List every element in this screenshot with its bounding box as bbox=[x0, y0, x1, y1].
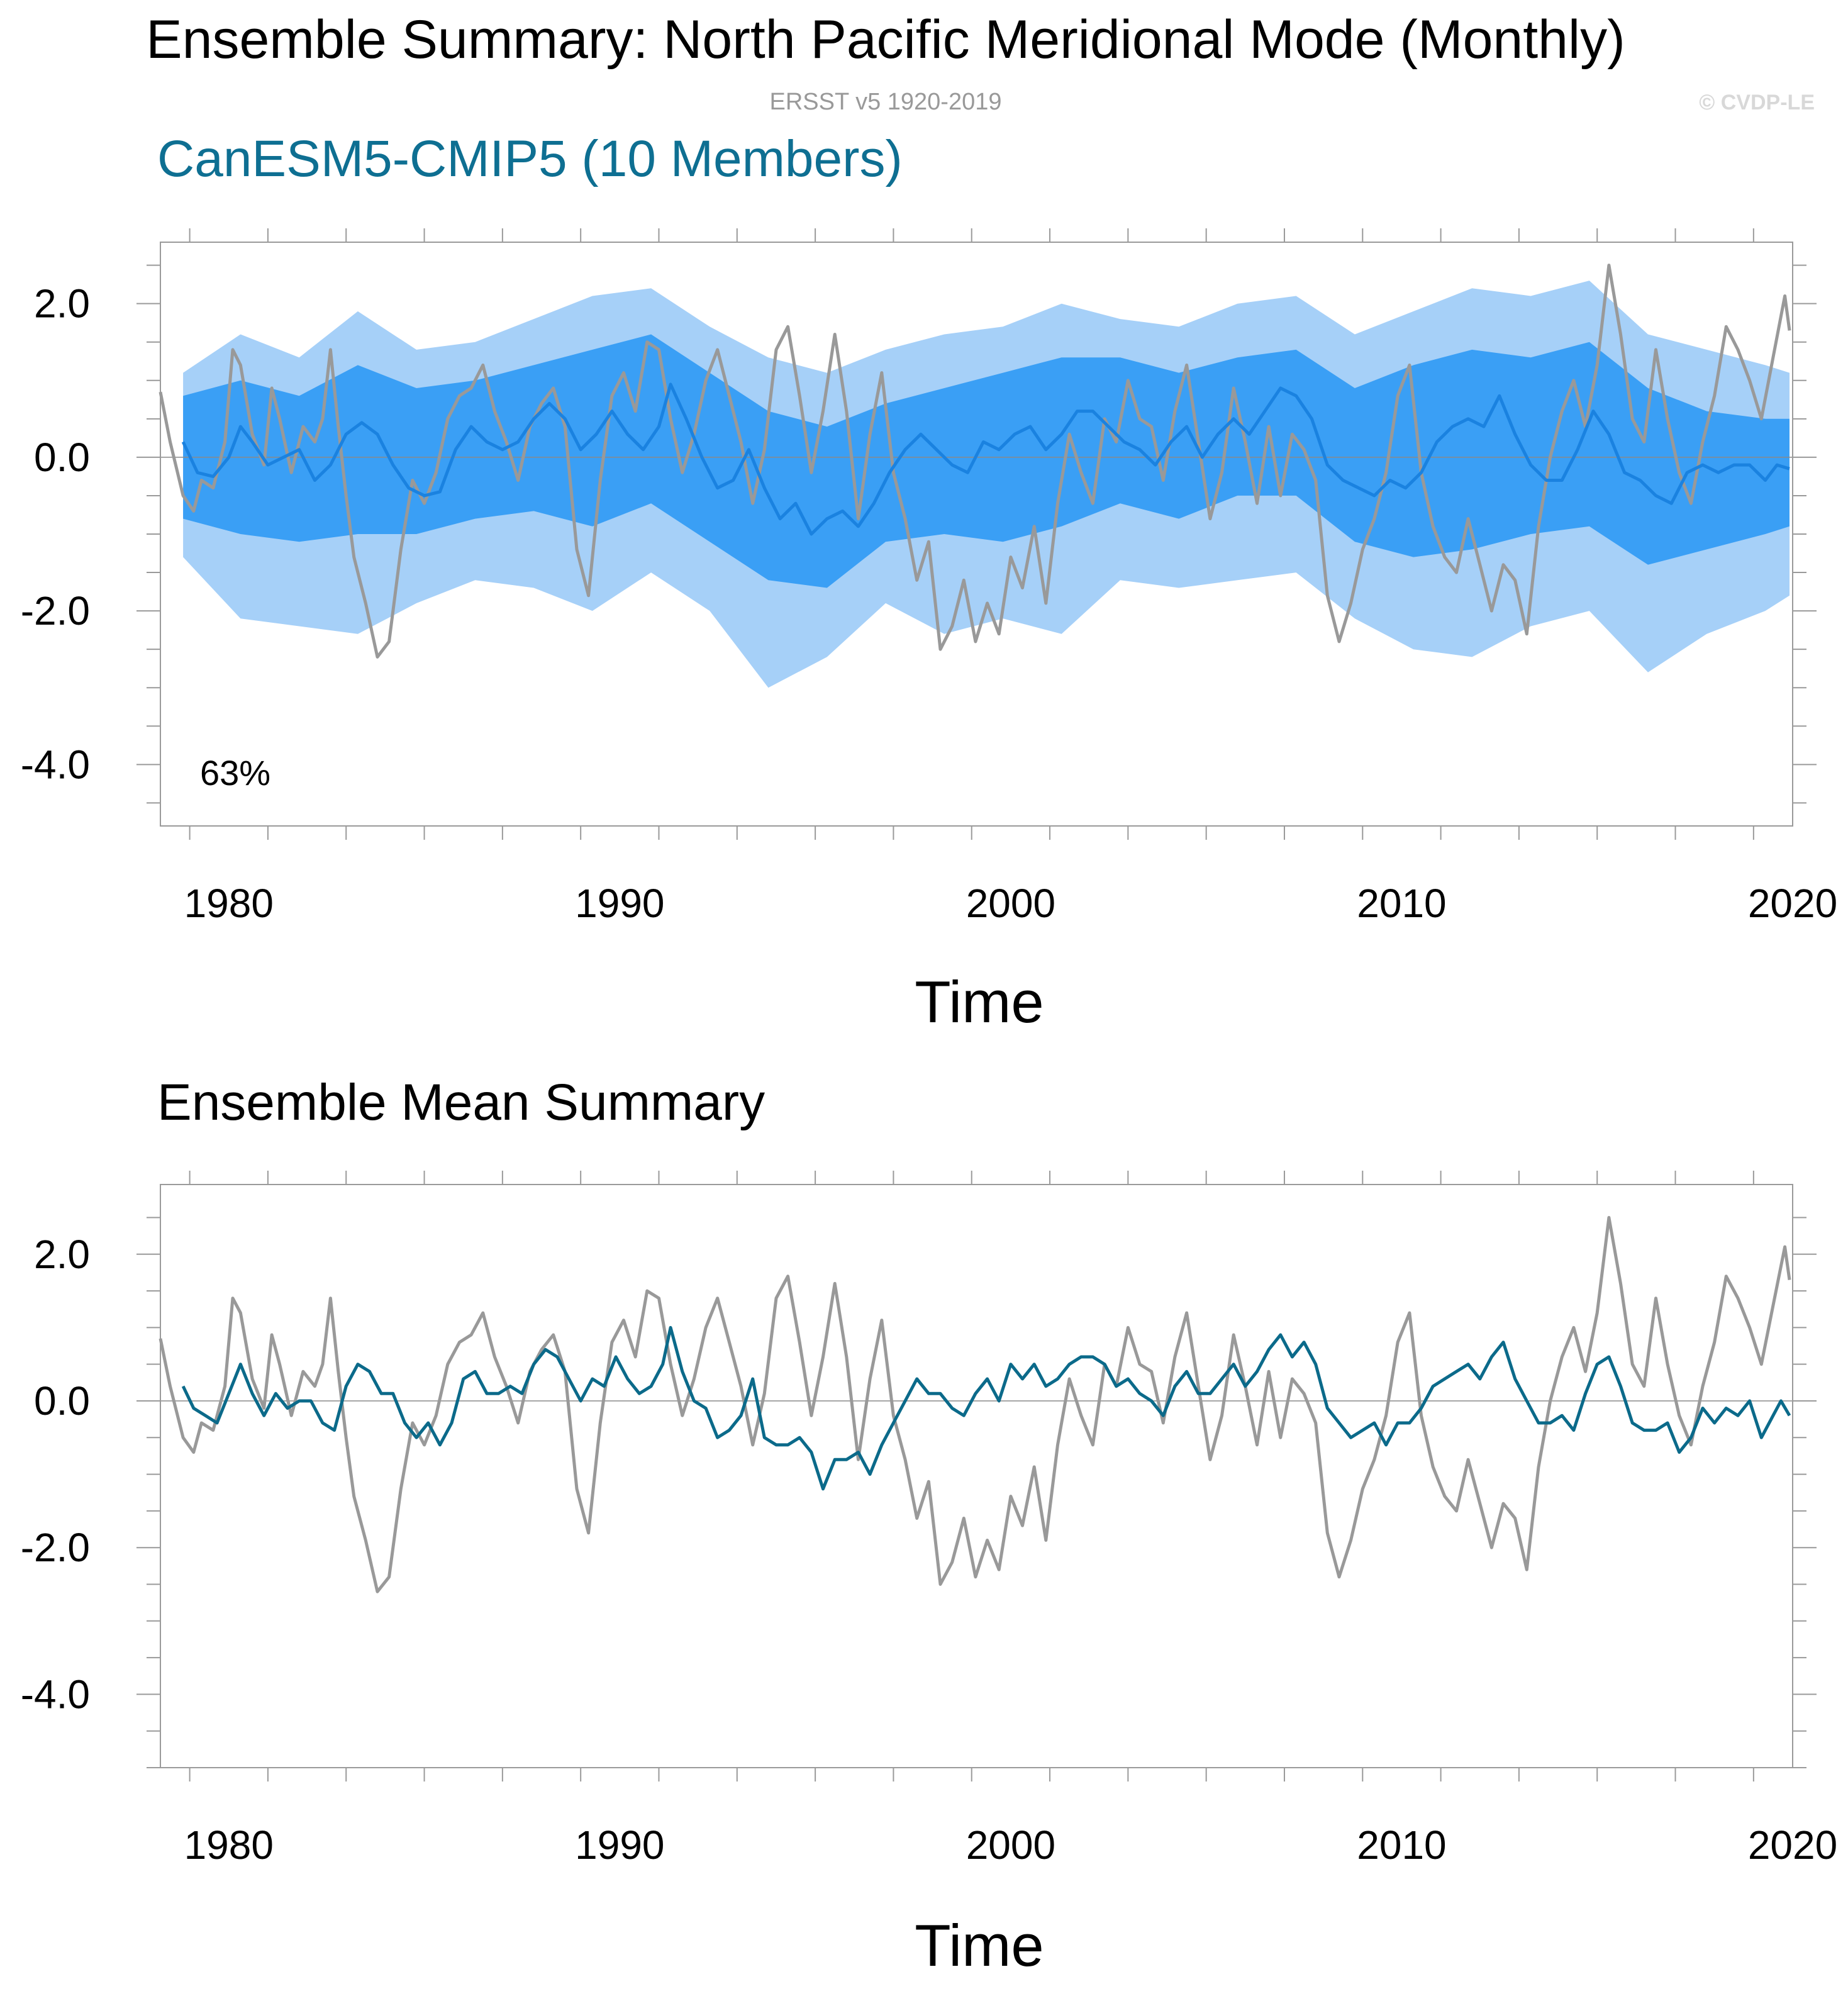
band-inner bbox=[183, 334, 1790, 588]
x-tick-label: 1990 bbox=[575, 881, 664, 926]
observation-line bbox=[159, 1216, 1791, 1593]
plot-layer bbox=[159, 264, 1793, 688]
plot-frame bbox=[160, 1184, 1793, 1768]
x-axis-title: Time bbox=[915, 969, 1044, 1035]
axis-layer: 1980 1990 2000 2010 2020 2.0 0.0 -2.0 -4.0 bbox=[21, 1171, 1837, 1868]
y-tick-label: 2.0 bbox=[34, 1232, 90, 1277]
y-tick-label: 2.0 bbox=[34, 281, 90, 326]
ensemble-mean-panel: Ensemble Mean Summary 1980 1990 2000 2010 20… bbox=[21, 1074, 1837, 1978]
x-axis-title: Time bbox=[915, 1912, 1044, 1978]
x-tick-label: 1980 bbox=[184, 1822, 274, 1868]
y-tick-label: 0.0 bbox=[34, 1378, 90, 1424]
panel-title: Ensemble Mean Summary bbox=[157, 1074, 765, 1131]
y-tick-label: -2.0 bbox=[21, 1525, 90, 1570]
y-tick-label: -4.0 bbox=[21, 1671, 90, 1717]
y-tick-label: -4.0 bbox=[21, 742, 90, 787]
x-tick-label: 1980 bbox=[184, 881, 274, 926]
axis-layer: 1980 1990 2000 2010 2020 2.0 0.0 -2.0 -4.0 bbox=[21, 228, 1837, 926]
x-tick-label: 2010 bbox=[1357, 881, 1446, 926]
x-tick-label: 2020 bbox=[1748, 881, 1837, 926]
x-tick-label: 2010 bbox=[1357, 1822, 1446, 1868]
x-tick-label: 2020 bbox=[1748, 1822, 1837, 1868]
x-tick-label: 2000 bbox=[966, 1822, 1055, 1868]
x-tick-label: 1990 bbox=[575, 1822, 664, 1868]
ensemble-mean-line bbox=[181, 382, 1790, 536]
ensemble-summary-panel: CanESM5-CMIP5 (10 Members) 1980 1990 2000 2… bbox=[21, 130, 1837, 1035]
percent-annotation: 63% bbox=[200, 753, 270, 793]
y-tick-label: 0.0 bbox=[34, 435, 90, 480]
x-tick-label: 2000 bbox=[966, 881, 1055, 926]
observation-line bbox=[159, 264, 1791, 659]
panel-title: CanESM5-CMIP5 (10 Members) bbox=[157, 130, 903, 187]
plot-layer bbox=[159, 1216, 1793, 1593]
ensemble-mean-line bbox=[181, 1325, 1791, 1491]
figure-title: Ensemble Summary: North Pacific Meridion… bbox=[146, 9, 1625, 70]
figure-subtitle: ERSST v5 1920-2019 bbox=[770, 89, 1002, 115]
copyright-label: © CVDP-LE bbox=[1699, 91, 1815, 114]
y-tick-label: -2.0 bbox=[21, 588, 90, 633]
